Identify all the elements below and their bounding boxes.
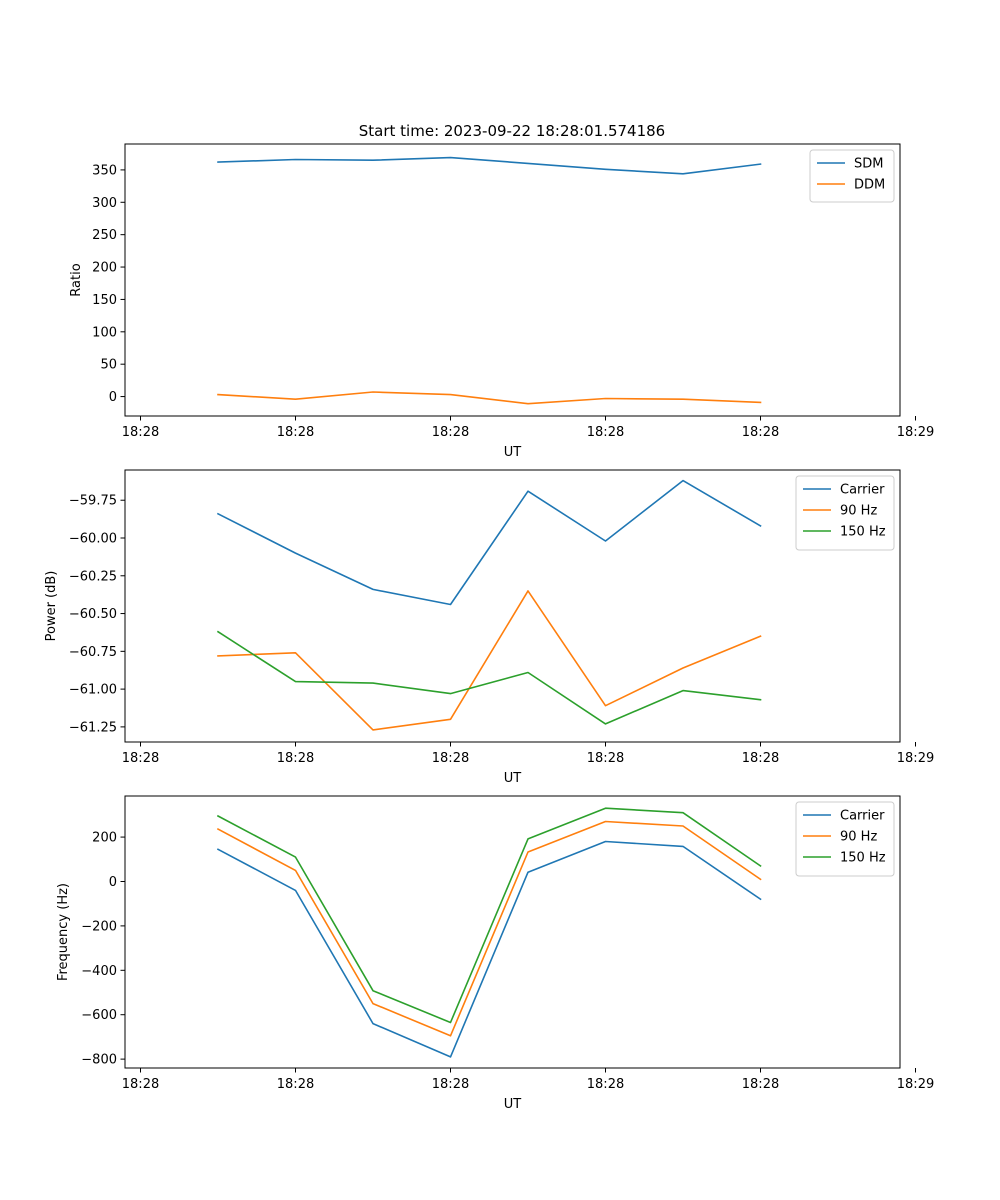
chart-panel-1: 18:28 18:28 18:28 18:28 18:28 18:29 0 50 100 150 2… (69, 143, 934, 460)
x-axis-label: UT (504, 445, 522, 460)
x-tick-label: 18:29 (897, 425, 934, 440)
legend-label: SDM (854, 157, 883, 172)
y-tick-label: −800 (81, 1053, 117, 1068)
y-tick-label: 0 (109, 875, 117, 890)
y-tick-label: 50 (100, 358, 117, 373)
legend: SDM DDM (809, 149, 895, 203)
series-line-150-hz (216, 807, 762, 1024)
series-line-carrier (216, 840, 762, 1058)
y-tick-label: 250 (92, 228, 117, 243)
y-tick-label: −400 (81, 964, 117, 979)
y-tick-label: −61.00 (69, 683, 117, 698)
axes-frame (124, 469, 901, 743)
axes-frame (124, 795, 901, 1069)
x-tick-label: 18:28 (432, 425, 469, 440)
x-tick-label: 18:28 (122, 751, 159, 766)
x-tick-label: 18:28 (277, 751, 314, 766)
y-tick-label: −60.25 (69, 569, 117, 584)
x-tick-label: 18:28 (432, 1077, 469, 1092)
y-axis-label: Frequency (Hz) (56, 883, 71, 981)
legend-label: 90 Hz (840, 504, 877, 519)
x-tick-label: 18:28 (122, 1077, 159, 1092)
series-line-carrier (216, 479, 762, 606)
x-tick-label: 18:29 (897, 751, 934, 766)
series-group (216, 807, 762, 1058)
x-axis-label: UT (504, 1097, 522, 1112)
chart-panel-3: 18:28 18:28 18:28 18:28 18:28 18:29 200 0 −200 −4… (56, 795, 934, 1112)
x-tick-label: 18:28 (277, 425, 314, 440)
legend-label: 90 Hz (840, 830, 877, 845)
x-tick-label: 18:28 (277, 1077, 314, 1092)
x-tick-label: 18:28 (587, 751, 624, 766)
figure-title: Start time: 2023-09-22 18:28:01.574186 (359, 122, 665, 140)
x-tick-label: 18:28 (122, 425, 159, 440)
legend: Carrier 90 Hz 150 Hz (795, 801, 895, 877)
y-tick-label: −600 (81, 1008, 117, 1023)
y-tick-label: 200 (92, 831, 117, 846)
x-tick-label: 18:28 (742, 751, 779, 766)
y-tick-label: −60.00 (69, 532, 117, 547)
legend-label: 150 Hz (840, 851, 886, 866)
legend-label: Carrier (840, 483, 885, 498)
series-line-90-hz (216, 820, 762, 1037)
y-tick-label: −60.75 (69, 645, 117, 660)
series-line-90-hz (217, 590, 762, 731)
series-line-150-hz (216, 630, 762, 725)
y-tick-label: −61.25 (69, 720, 117, 735)
x-tick-label: 18:28 (587, 1077, 624, 1092)
x-tick-label: 18:28 (742, 1077, 779, 1092)
x-tick-label: 18:28 (587, 425, 624, 440)
y-tick-label: 0 (109, 390, 117, 405)
y-tick-label: 200 (92, 261, 117, 276)
series-line-ddm (217, 391, 762, 405)
y-axis-label: Ratio (69, 263, 84, 296)
legend: Carrier 90 Hz 150 Hz (795, 475, 895, 551)
x-tick-label: 18:29 (897, 1077, 934, 1092)
x-tick-label: 18:28 (742, 425, 779, 440)
series-group (217, 156, 762, 405)
legend-label: 150 Hz (840, 525, 886, 540)
series-line-sdm (217, 156, 762, 175)
y-tick-label: 100 (92, 325, 117, 340)
chart-panels: 18:28 18:28 18:28 18:28 18:28 18:29 0 50 100 150 2… (44, 143, 934, 1112)
y-tick-label: −59.75 (69, 494, 117, 509)
y-tick-label: −200 (81, 919, 117, 934)
y-tick-label: 300 (92, 196, 117, 211)
chart-panel-2: 18:28 18:28 18:28 18:28 18:28 18:29 −59.75 −60.… (44, 469, 934, 786)
series-group (216, 479, 762, 731)
legend-label: DDM (854, 178, 885, 193)
axes-frame (124, 143, 901, 417)
legend-label: Carrier (840, 809, 885, 824)
y-tick-label: −60.50 (69, 607, 117, 622)
y-axis-label: Power (dB) (44, 571, 59, 642)
y-tick-label: 350 (92, 163, 117, 178)
x-axis-label: UT (504, 771, 522, 786)
x-tick-label: 18:28 (432, 751, 469, 766)
y-tick-label: 150 (92, 293, 117, 308)
